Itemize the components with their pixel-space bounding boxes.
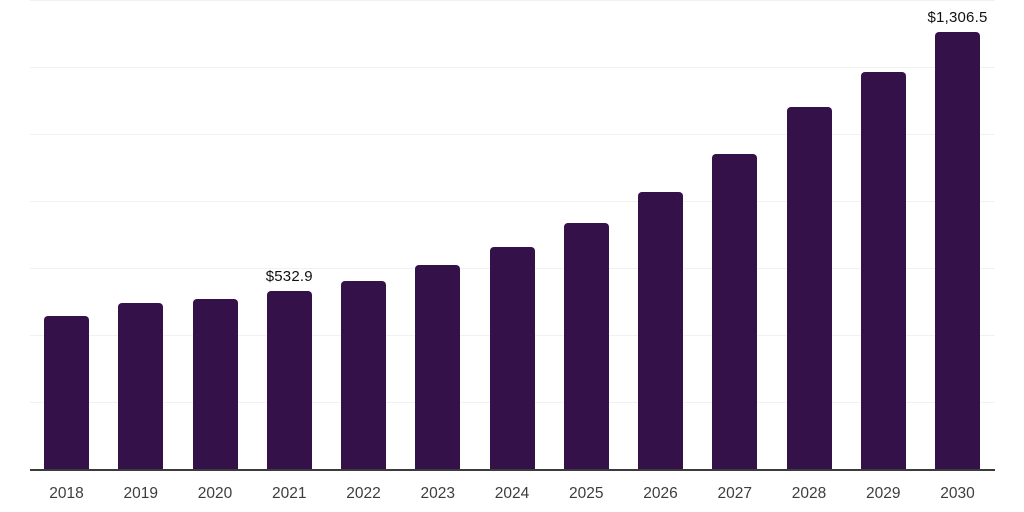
bar-2030 [935, 32, 980, 470]
x-tick-label-2029: 2029 [866, 485, 901, 502]
x-tick-label-2027: 2027 [717, 485, 752, 502]
gridline [30, 67, 995, 68]
bar-2021 [266, 291, 312, 470]
x-axis-labels: 2018 2019 2020 2021 2022 2023 2024 2025 2026 2027… [0, 486, 1024, 508]
bar-value-label: $1,306.5 [927, 9, 988, 27]
plot-area: $532.9 $1,306.5 [30, 0, 995, 471]
bar-2025 [563, 223, 609, 470]
bar-2022 [341, 281, 386, 470]
bar-2019 [118, 303, 164, 470]
bar-2018 [44, 315, 89, 470]
bar-2026 [638, 191, 683, 470]
bar-value-label: $532.9 [265, 268, 313, 286]
x-tick-label-2024: 2024 [494, 485, 530, 502]
x-tick-label-2018: 2018 [49, 485, 84, 502]
x-tick-label-2021: 2021 [272, 485, 307, 502]
gridline [30, 134, 995, 135]
x-tick-label-2025: 2025 [569, 485, 604, 502]
bar-2020 [192, 299, 238, 470]
x-tick-label-2023: 2023 [420, 485, 455, 502]
bar-2029 [860, 72, 906, 470]
bar-2027 [712, 154, 758, 470]
gridline [30, 201, 995, 202]
bar-2024 [489, 247, 535, 470]
bar-2023 [415, 264, 461, 470]
x-axis-line [30, 469, 995, 471]
x-tick-label-2020: 2020 [197, 485, 233, 502]
x-tick-label-2030: 2030 [940, 485, 975, 502]
bars: $532.9 $1,306.5 [30, 1, 995, 470]
x-tick-label-2019: 2019 [123, 485, 158, 502]
x-tick-label-2022: 2022 [346, 485, 381, 502]
x-tick-label-2028: 2028 [791, 485, 827, 502]
gridline [30, 0, 995, 1]
bar-2028 [786, 107, 832, 470]
x-tick-label-2026: 2026 [643, 485, 678, 502]
